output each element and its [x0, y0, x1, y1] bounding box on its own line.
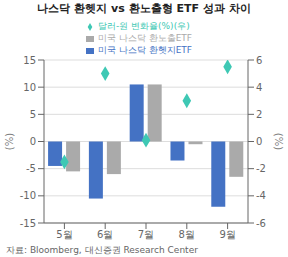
svg-text:7월: 7월 — [138, 229, 154, 240]
svg-text:(%): (%) — [8, 133, 15, 150]
svg-text:0: 0 — [256, 136, 262, 147]
svg-text:0: 0 — [30, 136, 36, 147]
svg-text:15: 15 — [23, 55, 36, 66]
svg-text:2: 2 — [256, 109, 262, 120]
html-text:자료: Bloomberg, 대신증권 Research C: 자료: Bloomberg, 대신증권 Research Center — [6, 245, 198, 255]
svg-text:-5: -5 — [26, 163, 36, 174]
svg-text:-6: -6 — [256, 218, 266, 229]
svg-text:-10: -10 — [20, 190, 36, 201]
svg-text:-4: -4 — [256, 190, 266, 201]
html-text:미국 나스닥 환헷지ETF: 미국 나스닥 환헷지ETF — [98, 45, 192, 55]
svg-text:4: 4 — [256, 82, 262, 93]
svg-text:-2: -2 — [256, 163, 266, 174]
svg-text:-15: -15 — [20, 218, 36, 229]
svg-text:(%): (%) — [273, 133, 280, 150]
svg-text:5월: 5월 — [56, 229, 72, 240]
svg-text:5: 5 — [30, 109, 36, 120]
svg-text:6: 6 — [256, 55, 262, 66]
html-text:달러-원 변화율(%)(우): 달러-원 변화율(%)(우) — [98, 21, 190, 31]
svg-text:9월: 9월 — [219, 229, 235, 240]
html-text:미국 나스닥 환노출ETF: 미국 나스닥 환노출ETF — [98, 33, 192, 43]
svg-text:6월: 6월 — [97, 229, 113, 240]
html-text:나스닥 환헷지 vs 환노출형 ETF 성과 차이: 나스닥 환헷지 vs 환노출형 ETF 성과 차이 — [37, 2, 251, 15]
svg-text:10: 10 — [23, 82, 36, 93]
svg-text:8월: 8월 — [179, 229, 195, 240]
